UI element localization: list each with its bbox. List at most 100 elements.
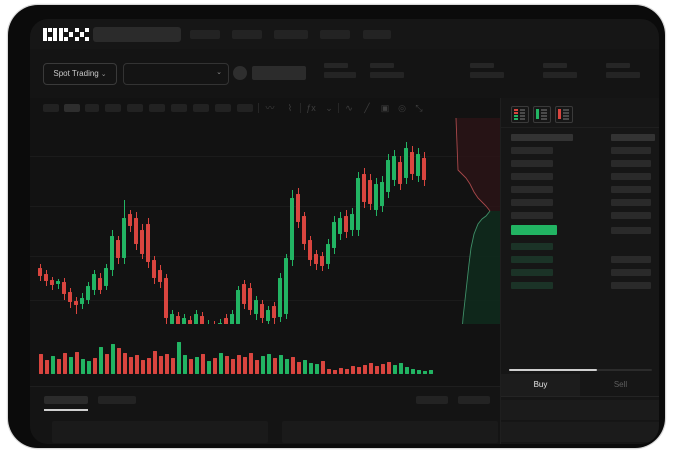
- orderbook-ask-row[interactable]: [511, 186, 553, 193]
- chart-tool-1[interactable]: [64, 104, 80, 112]
- bottom-action-0[interactable]: [416, 396, 448, 404]
- nav-item-0[interactable]: [190, 30, 220, 39]
- candle: [380, 118, 384, 324]
- chart-tool-2[interactable]: [85, 104, 99, 112]
- orderbook-bid-row[interactable]: [511, 256, 553, 263]
- coin-avatar: [233, 66, 247, 80]
- volume-bar: [129, 357, 133, 374]
- volume-bar: [159, 356, 163, 374]
- bottom-tab-0[interactable]: [44, 396, 88, 404]
- candle: [290, 118, 294, 324]
- volume-bar: [231, 359, 235, 374]
- fullscreen-icon[interactable]: ⤡: [415, 103, 423, 113]
- candle: [224, 118, 228, 336]
- volume-chart[interactable]: [30, 324, 500, 386]
- chart-tool-7[interactable]: [193, 104, 209, 112]
- orderbook-ask-row[interactable]: [511, 199, 553, 206]
- settings-icon[interactable]: ◎: [398, 103, 406, 113]
- order-field-1[interactable]: [501, 422, 659, 443]
- bottom-panel: [30, 386, 500, 444]
- order-field-0[interactable]: [501, 400, 659, 421]
- orderbook-bid-qty: [611, 256, 651, 263]
- bottom-panel-left: [52, 421, 268, 443]
- candle: [410, 118, 414, 324]
- search-input[interactable]: [93, 27, 181, 42]
- volume-bar: [183, 355, 187, 374]
- bottom-tab-1[interactable]: [98, 396, 136, 404]
- chart-tool-4[interactable]: [127, 104, 143, 112]
- candle: [248, 118, 252, 324]
- orderbook-bid-row[interactable]: [511, 282, 553, 289]
- volume-bar: [249, 353, 253, 374]
- market-depth-overlay: [454, 118, 506, 346]
- candle: [92, 118, 96, 324]
- ruler-icon[interactable]: ╱: [364, 103, 370, 113]
- orderbook-bid-qty: [611, 282, 651, 289]
- orderbook-scrollbar[interactable]: [509, 369, 652, 371]
- orderbook-ask-row[interactable]: [511, 160, 553, 167]
- volume-bar: [75, 352, 79, 374]
- candle: [314, 118, 318, 324]
- orderbook-both-icon[interactable]: [511, 106, 529, 123]
- chevron-down-icon[interactable]: ⌄: [325, 103, 333, 113]
- volume-bar: [405, 367, 409, 374]
- indicator-icon[interactable]: ƒx: [306, 103, 316, 113]
- orderbook-last-price[interactable]: [511, 225, 557, 235]
- candle: [38, 118, 42, 324]
- orderbook-ask-row[interactable]: [511, 212, 553, 219]
- candle: [170, 118, 174, 330]
- okx-logo-icon[interactable]: [43, 28, 89, 41]
- candle: [344, 118, 348, 324]
- candle: [56, 118, 60, 324]
- tab-sell[interactable]: Sell: [613, 380, 628, 389]
- candle: [392, 118, 396, 324]
- tab-buy[interactable]: Buy: [501, 374, 580, 396]
- volume-bar: [105, 354, 109, 374]
- chart-tool-0[interactable]: [43, 104, 59, 112]
- orderbook-bid-row[interactable]: [511, 243, 553, 250]
- chart-tool-9[interactable]: [237, 104, 253, 112]
- volume-bar: [147, 358, 151, 374]
- nav-item-3[interactable]: [320, 30, 350, 39]
- candle: [128, 118, 132, 324]
- trading-mode-selector[interactable]: Spot Trading ⌄: [43, 63, 117, 85]
- candle: [284, 118, 288, 324]
- orderbook-ask-row[interactable]: [511, 173, 553, 180]
- candle: [134, 118, 138, 324]
- volume-bar: [291, 357, 295, 374]
- candle: [404, 118, 408, 324]
- orderbook-asks-icon[interactable]: [555, 106, 573, 123]
- chart-tool-3[interactable]: [105, 104, 121, 112]
- volume-bar: [171, 358, 175, 374]
- bottom-action-1[interactable]: [458, 396, 490, 404]
- market-stat-4: [606, 63, 640, 78]
- orderbook-bid-row[interactable]: [511, 269, 553, 276]
- volume-bar: [213, 358, 217, 374]
- volume-bar: [189, 359, 193, 374]
- chart-tool-8[interactable]: [215, 104, 231, 112]
- wave-icon[interactable]: ∿: [345, 103, 353, 113]
- candle: [116, 118, 120, 324]
- candle: [422, 118, 426, 324]
- orderbook-bids-icon[interactable]: [533, 106, 551, 123]
- nav-item-2[interactable]: [274, 30, 308, 39]
- candle: [110, 118, 114, 324]
- candle: [158, 118, 162, 324]
- orderbook-last-qty: [611, 227, 651, 234]
- volume-bar: [219, 353, 223, 374]
- nav-item-1[interactable]: [232, 30, 262, 39]
- volume-bar: [315, 364, 319, 374]
- candlestick-chart[interactable]: [30, 118, 500, 339]
- volume-bar: [381, 364, 385, 374]
- volume-bar: [255, 360, 259, 374]
- chart-tool-6[interactable]: [171, 104, 187, 112]
- camera-icon[interactable]: ▣: [380, 103, 390, 113]
- trading-pair-selector[interactable]: ⌄: [123, 63, 229, 85]
- line-chart-icon[interactable]: 〰: [265, 103, 275, 113]
- volume-bar: [111, 344, 115, 374]
- orderbook-ask-row[interactable]: [511, 147, 553, 154]
- nav-item-4[interactable]: [363, 30, 391, 39]
- volume-bar: [303, 360, 307, 374]
- chart-tool-5[interactable]: [149, 104, 165, 112]
- candlestick-icon[interactable]: ⌇: [287, 103, 293, 113]
